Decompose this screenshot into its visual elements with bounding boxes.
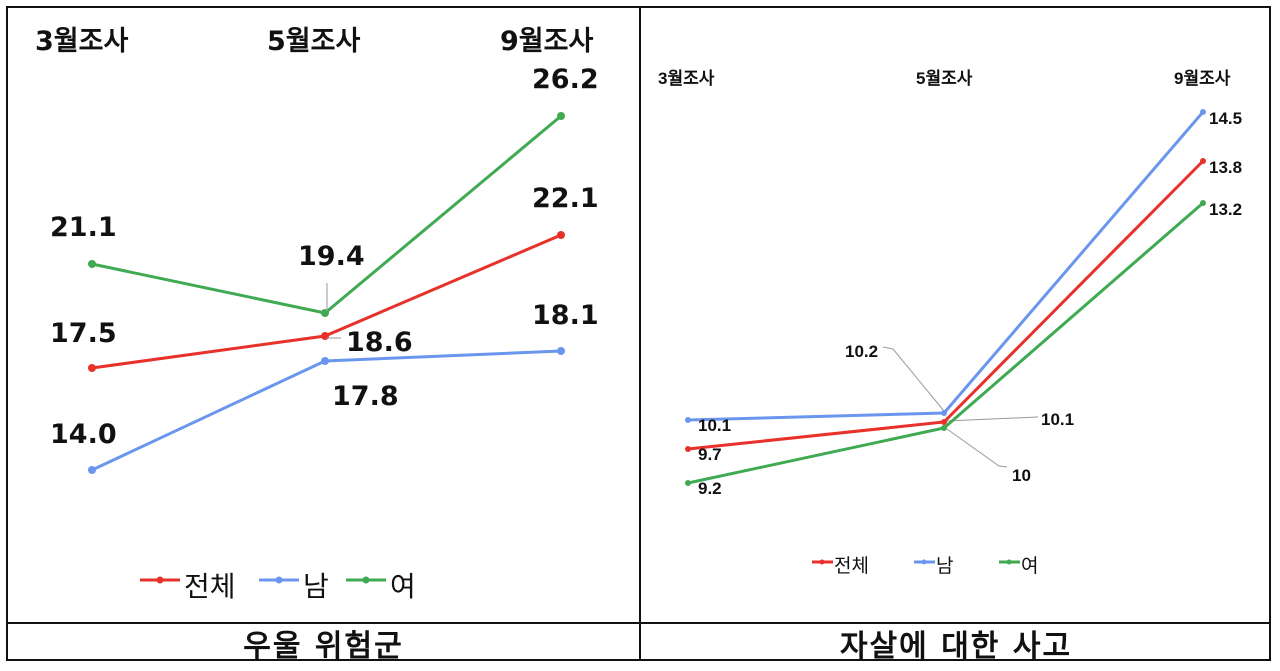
point-male	[941, 410, 947, 416]
point-female	[88, 260, 96, 268]
value-total-may: 18.6	[346, 327, 413, 358]
legend-label-total: 전체	[184, 570, 236, 603]
value-male-may: 17.8	[332, 381, 399, 412]
point-male	[321, 357, 329, 365]
point-female	[685, 480, 691, 486]
legend: 전체 남 여	[812, 555, 1038, 577]
leader-line	[946, 428, 1008, 468]
legend-marker-total	[156, 576, 164, 584]
legend-marker-male	[275, 576, 283, 584]
point-total	[321, 332, 329, 340]
legend: 전체 남 여	[140, 570, 416, 603]
legend-label-female: 여	[1021, 555, 1038, 577]
value-female-september: 26.2	[532, 64, 599, 95]
right-chart: 3월조사 5월조사 9월조사 10.1 9.7 9.2 10.2 10.1 10…	[658, 69, 1242, 577]
point-total	[88, 364, 96, 372]
point-total	[941, 419, 947, 425]
legend-marker-female	[362, 576, 370, 584]
legend-label-female: 여	[390, 570, 416, 603]
point-female	[321, 309, 329, 317]
point-female	[557, 112, 565, 120]
value-female-march: 21.1	[50, 212, 117, 243]
row-divider	[8, 622, 1269, 624]
legend-label-male: 남	[936, 555, 953, 577]
caption-depression-risk: 우울 위험군	[243, 628, 404, 664]
left-chart: 3월조사 5월조사 9월조사 21.1 19.4 26.2 17.5 18.6 …	[35, 26, 599, 603]
x-label-may: 5월조사	[267, 26, 360, 57]
point-male	[1200, 109, 1206, 115]
x-label-september: 9월조사	[500, 26, 593, 57]
point-male	[88, 466, 96, 474]
series-line-male	[91, 349, 562, 472]
x-label-march: 3월조사	[35, 26, 128, 57]
value-male-september: 18.1	[532, 300, 599, 331]
legend-marker-total	[819, 559, 825, 565]
series-line-total	[687, 159, 1205, 451]
point-female	[1200, 200, 1206, 206]
point-total	[685, 446, 691, 452]
value-total-september: 22.1	[532, 183, 599, 214]
point-female	[941, 425, 947, 431]
point-total	[1200, 158, 1206, 164]
value-female-may: 19.4	[298, 241, 365, 272]
value-male-march: 14.0	[50, 419, 117, 450]
value-male-march: 10.1	[698, 416, 731, 435]
x-label-may: 5월조사	[916, 69, 973, 88]
value-female-september: 13.2	[1209, 200, 1242, 219]
legend-marker-female	[1006, 559, 1012, 565]
leader-line	[945, 416, 1039, 422]
value-total-may: 10.1	[1041, 410, 1074, 429]
point-total	[557, 231, 565, 239]
value-male-may: 10.2	[845, 342, 878, 361]
value-female-march: 9.2	[698, 479, 722, 498]
x-label-march: 3월조사	[658, 69, 715, 88]
x-label-september: 9월조사	[1174, 69, 1231, 88]
value-total-september: 13.8	[1209, 158, 1242, 177]
point-male	[557, 347, 565, 355]
legend-label-male: 남	[303, 570, 329, 603]
legend-label-total: 전체	[834, 555, 869, 577]
leader-line	[882, 346, 945, 412]
point-male	[685, 417, 691, 423]
column-divider	[639, 8, 641, 659]
value-male-september: 14.5	[1209, 109, 1242, 128]
legend-marker-male	[921, 559, 927, 565]
value-total-march: 17.5	[50, 318, 117, 349]
value-female-may: 10	[1012, 466, 1031, 485]
series-line-male	[687, 111, 1205, 422]
caption-suicidal-thoughts: 자살에 대한 사고	[839, 628, 1073, 664]
chart-table: 우울 위험군 자살에 대한 사고	[6, 6, 1271, 664]
value-total-march: 9.7	[698, 445, 722, 464]
